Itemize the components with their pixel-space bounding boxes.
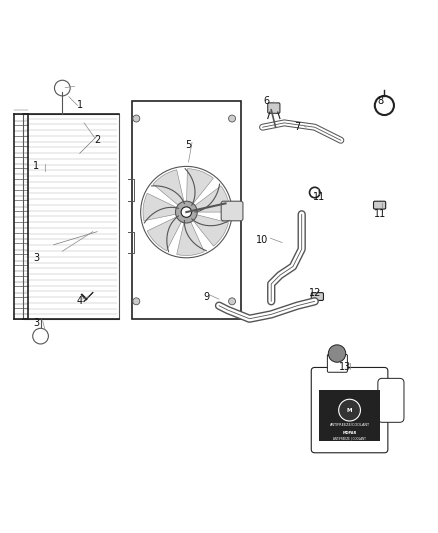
FancyBboxPatch shape xyxy=(268,103,280,114)
Text: MOPAR: MOPAR xyxy=(343,431,357,435)
Wedge shape xyxy=(187,169,213,205)
Circle shape xyxy=(33,328,48,344)
Text: ANTIFREEZE | COOLANT: ANTIFREEZE | COOLANT xyxy=(333,437,366,440)
Wedge shape xyxy=(147,216,182,251)
FancyBboxPatch shape xyxy=(311,367,388,453)
Circle shape xyxy=(176,201,197,223)
Text: M: M xyxy=(347,408,352,413)
FancyBboxPatch shape xyxy=(311,293,323,301)
Circle shape xyxy=(229,298,236,305)
Text: 5: 5 xyxy=(185,140,192,150)
Circle shape xyxy=(328,345,346,362)
Wedge shape xyxy=(192,214,229,246)
Text: 12: 12 xyxy=(308,288,321,297)
FancyBboxPatch shape xyxy=(327,354,347,372)
Text: 10: 10 xyxy=(256,236,268,245)
Circle shape xyxy=(133,115,140,122)
Bar xyxy=(319,390,380,441)
Text: 1: 1 xyxy=(77,100,83,110)
Circle shape xyxy=(229,115,236,122)
FancyBboxPatch shape xyxy=(374,201,386,209)
FancyBboxPatch shape xyxy=(132,101,241,319)
Text: 11: 11 xyxy=(374,209,386,219)
Wedge shape xyxy=(143,193,179,221)
Text: 8: 8 xyxy=(377,96,383,106)
Text: 3: 3 xyxy=(33,318,39,328)
Circle shape xyxy=(54,80,70,96)
Text: 11: 11 xyxy=(313,192,325,202)
Wedge shape xyxy=(177,220,204,255)
Wedge shape xyxy=(193,186,230,212)
Text: 3: 3 xyxy=(33,253,39,263)
FancyBboxPatch shape xyxy=(221,201,243,221)
Text: 7: 7 xyxy=(294,122,300,132)
Text: 13: 13 xyxy=(339,361,351,372)
Circle shape xyxy=(133,298,140,305)
Circle shape xyxy=(181,207,191,217)
Circle shape xyxy=(339,399,360,421)
Text: 2: 2 xyxy=(94,135,100,146)
Text: 1: 1 xyxy=(33,161,39,172)
Wedge shape xyxy=(153,170,184,206)
Text: 9: 9 xyxy=(203,292,209,302)
Bar xyxy=(23,114,119,319)
FancyBboxPatch shape xyxy=(378,378,404,422)
Text: ANTIFREEZE/COOLANT: ANTIFREEZE/COOLANT xyxy=(329,423,370,427)
Text: 4: 4 xyxy=(77,296,83,306)
Text: 6: 6 xyxy=(264,96,270,106)
